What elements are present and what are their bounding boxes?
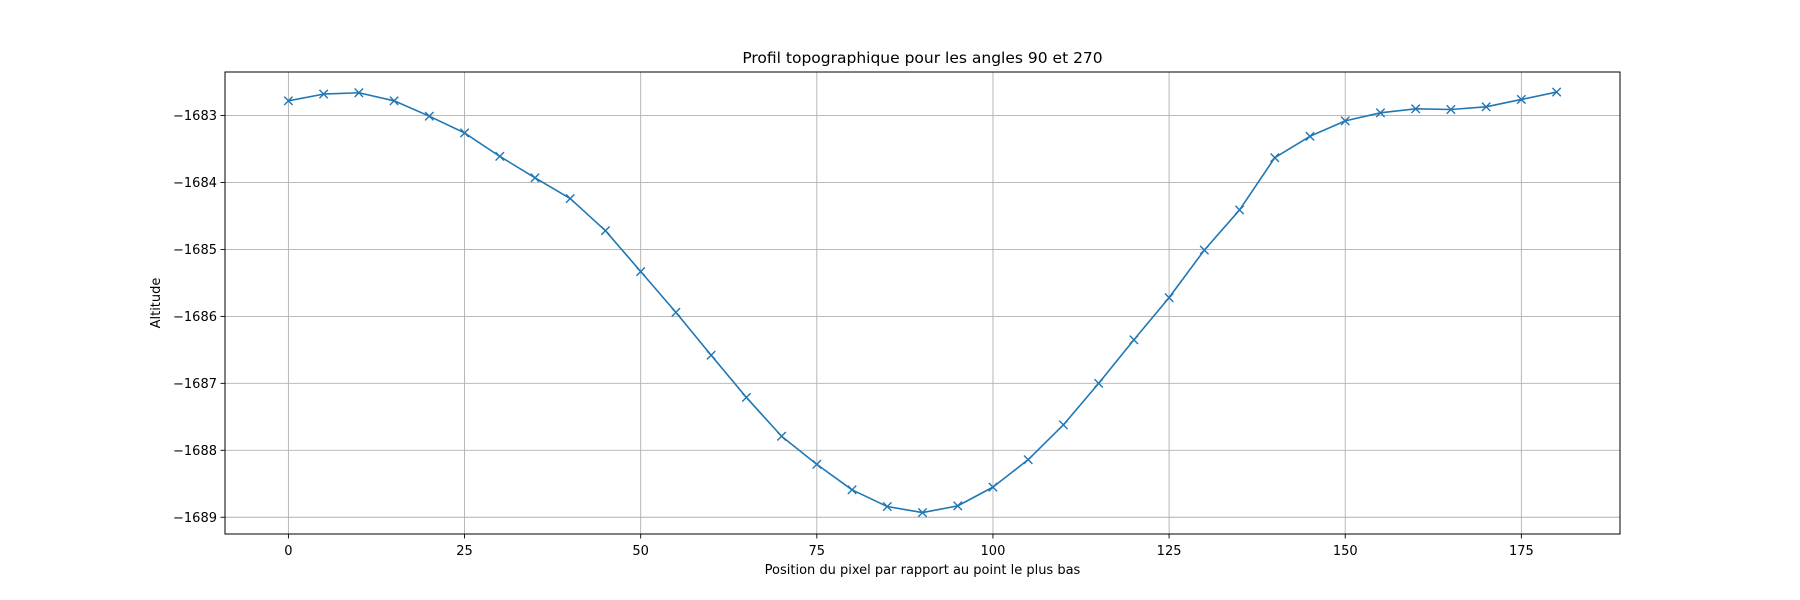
data-point-marker (988, 482, 998, 492)
data-point-marker (424, 111, 435, 121)
x-tick-label: 75 (809, 544, 826, 559)
data-point-marker (1446, 104, 1456, 115)
data-point-marker (1516, 94, 1527, 105)
x-axis-label: Position du pixel par rapport au point l… (765, 563, 1081, 578)
data-point-marker (1551, 87, 1562, 97)
data-point-marker (565, 193, 575, 204)
y-axis-label: Altitude (149, 278, 164, 329)
data-point-marker (283, 96, 294, 106)
y-tick-label: −1684 (173, 176, 217, 191)
x-tick-label: 175 (1509, 544, 1534, 559)
data-point-marker (600, 225, 611, 236)
data-point-marker (318, 89, 329, 99)
data-point-marker (1164, 292, 1174, 303)
data-point-marker (1340, 116, 1350, 126)
data-point-marker (354, 88, 364, 98)
data-point-marker (953, 501, 963, 511)
y-tick-label: −1685 (173, 243, 217, 258)
data-point-marker (882, 501, 892, 512)
data-point-marker (741, 392, 752, 403)
y-tick-label: −1689 (173, 511, 217, 526)
data-point-marker (1234, 205, 1245, 215)
series-layer (283, 87, 1562, 518)
data-point-marker (1481, 102, 1491, 112)
data-point-marker (1375, 108, 1386, 118)
data-point-marker (776, 431, 787, 441)
data-point-marker (1305, 131, 1315, 141)
data-point-marker (671, 307, 681, 318)
plot-frame (224, 71, 1621, 535)
x-tick-label: 100 (981, 544, 1006, 559)
data-point-marker (1023, 454, 1033, 465)
data-point-marker (459, 128, 470, 138)
y-tick-label: −1683 (173, 109, 217, 124)
data-point-marker (635, 266, 646, 277)
axis-ticks: 0 25 50 75 100 125 150 175 −1689 −1688 −1687 −1686 −… (173, 109, 1534, 559)
x-tick-label: 150 (1333, 544, 1358, 559)
data-point-marker (495, 151, 505, 162)
data-point-marker (917, 507, 928, 518)
chart-title: Profil topographique pour les angles 90 … (742, 49, 1102, 67)
data-point-marker (1129, 335, 1139, 345)
x-tick-label: 125 (1157, 544, 1182, 559)
y-tick-label: −1686 (173, 310, 217, 325)
y-tick-label: −1688 (173, 444, 217, 459)
data-point-marker (1410, 104, 1421, 114)
data-point-marker (1058, 420, 1069, 430)
x-tick-label: 0 (284, 544, 292, 559)
data-point-marker (706, 350, 716, 360)
data-point-marker (812, 459, 822, 470)
y-tick-label: −1687 (173, 377, 217, 392)
x-tick-label: 50 (632, 544, 649, 559)
data-point-marker (530, 173, 540, 183)
grid (225, 72, 1620, 534)
data-point-marker (1093, 378, 1104, 389)
x-tick-label: 25 (456, 544, 473, 559)
data-point-marker (1199, 245, 1210, 255)
data-point-marker (389, 96, 399, 106)
data-point-marker (847, 485, 857, 495)
data-point-marker (1270, 153, 1280, 163)
